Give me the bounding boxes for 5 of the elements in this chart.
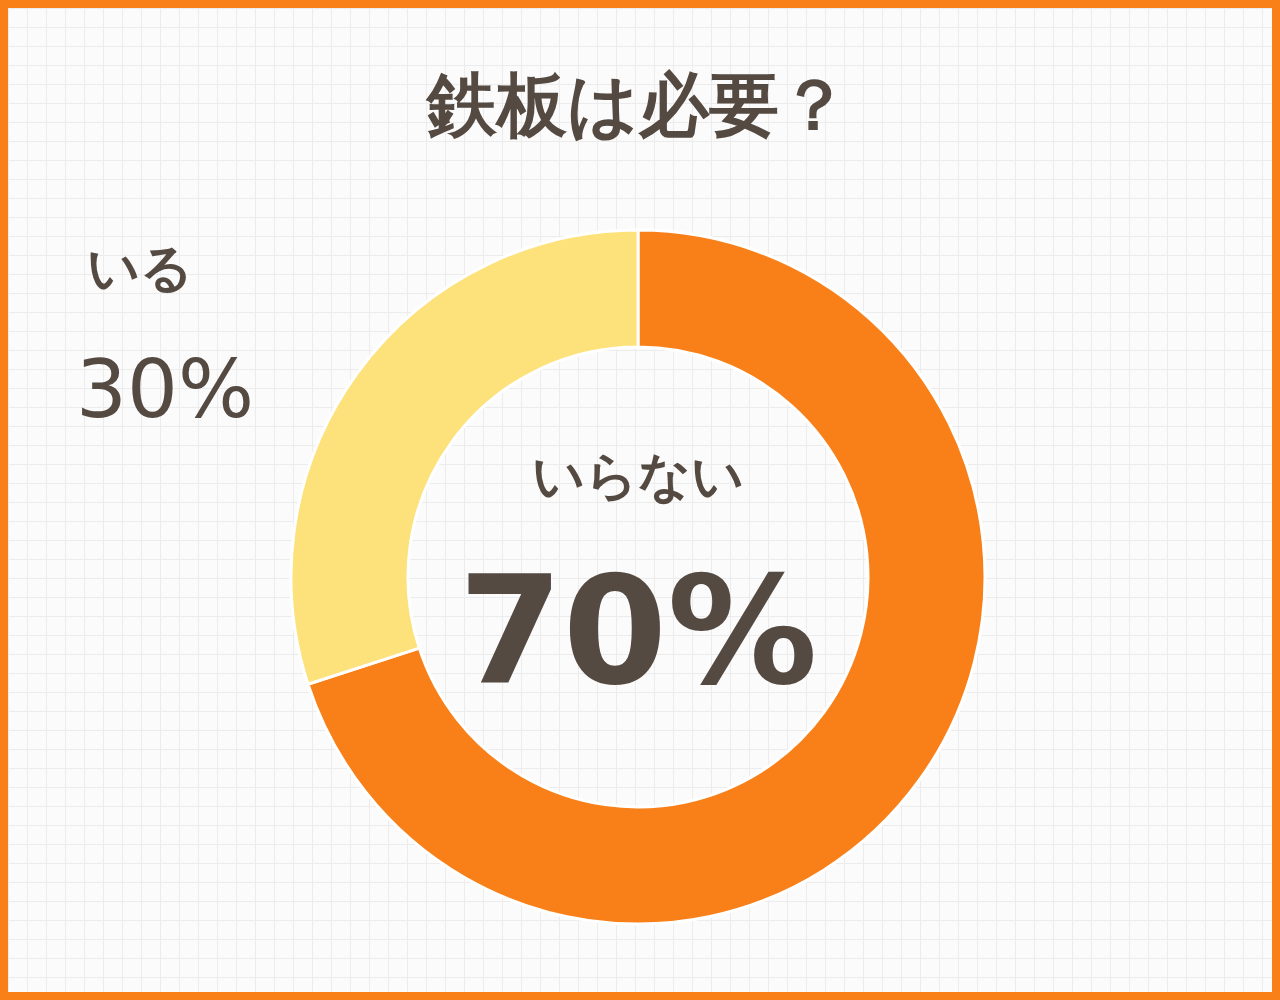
data-label: 70% — [458, 544, 818, 718]
chart-title: 鉄板は必要？ — [425, 64, 849, 146]
slice-label: いる — [87, 238, 193, 298]
data-label: 30% — [76, 343, 254, 436]
slice-label: いらない — [532, 446, 744, 506]
